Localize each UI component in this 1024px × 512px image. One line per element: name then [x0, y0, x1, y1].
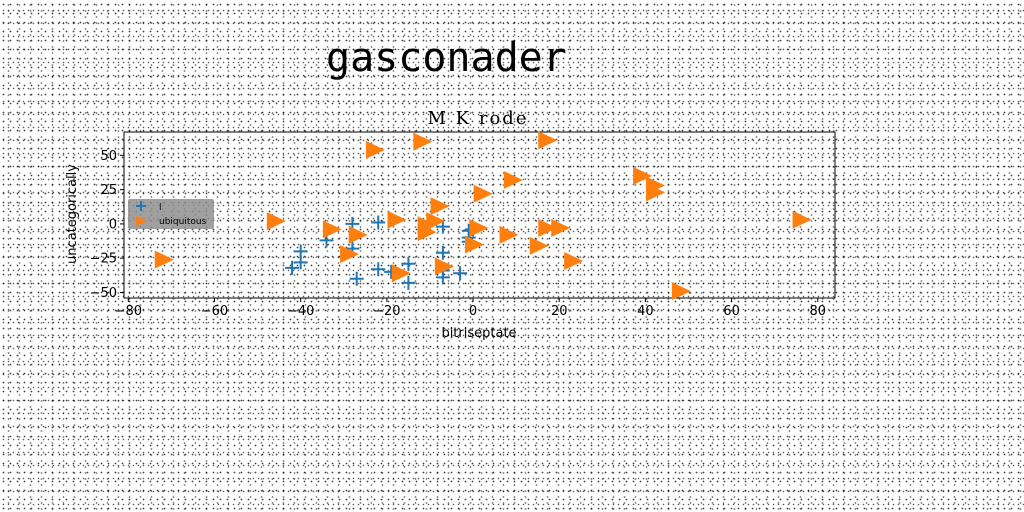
- data-point-ubiquitous: [413, 132, 433, 151]
- data-point-ubiquitous: [391, 264, 411, 283]
- x-tick-label: 0: [469, 304, 477, 319]
- data-point-ubiquitous: [340, 245, 360, 264]
- data-point-ubiquitous: [503, 171, 523, 190]
- x-tick-label: 60: [723, 304, 740, 319]
- data-point-ubiquitous: [430, 197, 450, 216]
- axis-ticks: −80 −60 −40 −20 0 20 40 60 80 −50 −25 0 25 50: [90, 149, 826, 319]
- data-point-ubiquitous: [473, 184, 493, 203]
- y-tick-label: 50: [100, 149, 117, 164]
- data-point-ubiquitous: [348, 225, 368, 244]
- legend-label-l: l: [159, 203, 162, 213]
- data-point-ubiquitous: [154, 250, 174, 269]
- data-point-ubiquitous: [387, 210, 407, 229]
- data-point-ubiquitous: [671, 282, 691, 301]
- data-point-l: [453, 266, 468, 281]
- data-point-ubiquitous: [266, 212, 286, 231]
- data-point-ubiquitous: [469, 219, 489, 238]
- data-points: [154, 131, 812, 301]
- y-tick-label: −25: [90, 252, 117, 267]
- legend-marker-l: [136, 201, 146, 211]
- legend-marker-ubiquitous: [136, 216, 147, 226]
- data-point-l: [435, 245, 450, 260]
- x-tick-label: 80: [809, 304, 826, 319]
- data-point-ubiquitous: [538, 219, 558, 238]
- x-tick-label: 40: [637, 304, 654, 319]
- data-point-ubiquitous: [465, 235, 485, 254]
- x-tick-label: −20: [373, 304, 400, 319]
- y-axis-label: uncategorically: [65, 164, 80, 264]
- data-point-ubiquitous: [529, 236, 549, 255]
- data-point-l: [293, 255, 308, 270]
- data-point-l: [349, 271, 364, 286]
- x-tick-label: −40: [287, 304, 314, 319]
- data-point-ubiquitous: [538, 131, 558, 150]
- data-point-ubiquitous: [426, 212, 446, 231]
- legend-box: [128, 199, 214, 229]
- data-point-ubiquitous: [434, 257, 454, 276]
- data-point-l: [401, 275, 416, 290]
- data-point-ubiquitous: [564, 251, 584, 270]
- data-point-ubiquitous: [792, 210, 812, 229]
- plot-frame: [123, 131, 836, 299]
- data-point-ubiquitous: [551, 219, 571, 238]
- x-tick-label: 20: [551, 304, 568, 319]
- page-title: gasconader: [326, 35, 567, 81]
- plot-area: [123, 131, 836, 299]
- data-point-ubiquitous: [499, 225, 519, 244]
- data-point-ubiquitous: [365, 140, 385, 159]
- y-tick-label: 25: [100, 183, 117, 198]
- legend: l ubiquitous: [128, 199, 214, 229]
- data-point-ubiquitous: [646, 183, 666, 202]
- x-tick-label: −60: [201, 304, 228, 319]
- legend-label-ubiquitous: ubiquitous: [159, 217, 207, 227]
- data-point-l: [371, 215, 386, 230]
- data-point-l: [371, 262, 386, 277]
- x-axis-label: bitriseptate: [441, 326, 516, 341]
- x-tick-label: −80: [115, 304, 142, 319]
- y-tick-label: −50: [90, 286, 117, 301]
- y-tick-label: 0: [109, 217, 117, 232]
- data-point-l: [401, 256, 416, 271]
- chart-title: M K rode: [428, 108, 529, 129]
- data-point-l: [435, 270, 450, 285]
- data-point-ubiquitous: [633, 166, 653, 185]
- data-point-l: [285, 260, 300, 275]
- data-point-ubiquitous: [322, 220, 342, 239]
